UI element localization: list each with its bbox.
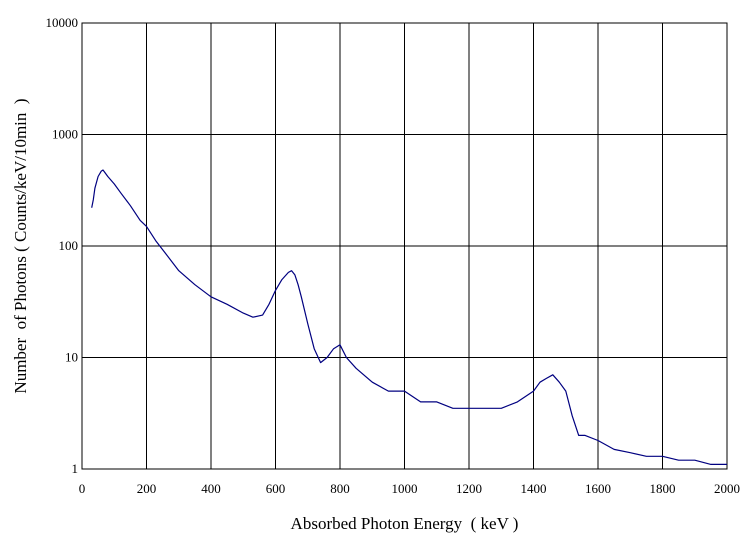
y-axis-title: Number of Photons ( Counts/keV/10min ): [11, 98, 30, 393]
y-tick-label: 1: [72, 461, 79, 476]
x-tick-label: 400: [201, 481, 221, 496]
x-tick-label: 1800: [650, 481, 676, 496]
x-tick-label: 2000: [714, 481, 740, 496]
x-tick-label: 1200: [456, 481, 482, 496]
series-line-0: [91, 169, 727, 465]
y-tick-label: 1000: [52, 127, 78, 142]
plot-area-border: [81, 22, 728, 470]
series-group: [91, 169, 727, 465]
y-tick-labels: 1 10 100 1000 10000: [46, 15, 79, 476]
x-tick-label: 1400: [521, 481, 547, 496]
x-tick-label: 0: [79, 481, 86, 496]
x-axis-title: Absorbed Photon Energy ( keV ): [291, 514, 519, 533]
x-tick-label: 200: [137, 481, 157, 496]
x-tick-label: 800: [330, 481, 350, 496]
x-tick-label: 600: [266, 481, 286, 496]
y-tick-label: 10000: [46, 15, 79, 30]
x-tick-labels: 0 200 400 600 800 1000 1200 1400 1600 1800 2000: [79, 481, 740, 496]
grid-lines: [81, 22, 728, 470]
x-tick-label: 1000: [392, 481, 418, 496]
y-tick-label: 100: [59, 238, 79, 253]
x-tick-label: 1600: [585, 481, 611, 496]
y-tick-label: 10: [65, 350, 78, 365]
